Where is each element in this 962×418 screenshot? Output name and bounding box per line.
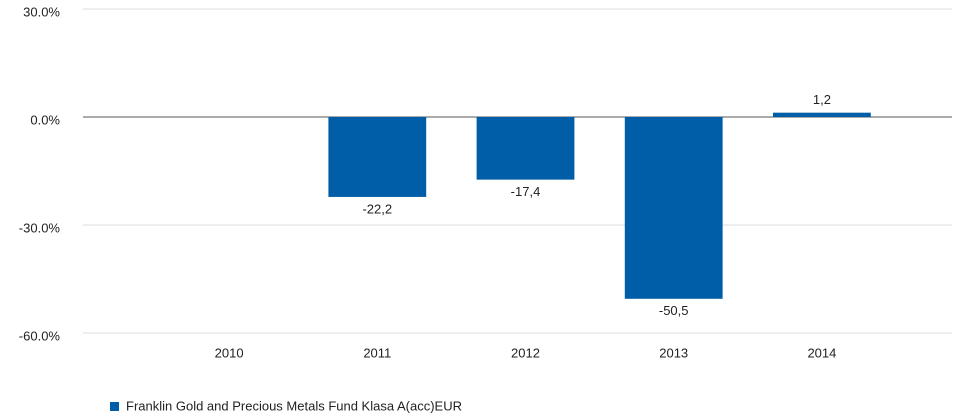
x-tick-label: 2010: [215, 345, 244, 360]
x-tick-label: 2011: [363, 345, 391, 360]
bar: [624, 117, 723, 299]
legend-label: Franklin Gold and Precious Metals Fund K…: [126, 398, 462, 413]
y-tick-label: -60.0%: [19, 328, 61, 343]
x-tick-label: 2012: [511, 345, 540, 360]
x-tick-label: 2013: [659, 345, 688, 360]
legend-swatch: [110, 402, 119, 411]
data-label: -50,5: [659, 303, 689, 318]
bar: [476, 117, 575, 180]
bar: [772, 112, 871, 117]
y-tick-label: 0.0%: [30, 112, 60, 127]
data-label: -22,2: [362, 201, 392, 216]
bar: [328, 117, 427, 197]
x-tick-label: 2014: [807, 345, 836, 360]
data-label: -17,4: [511, 184, 541, 199]
y-tick-label: 30.0%: [23, 4, 60, 19]
data-label: 1,2: [813, 92, 831, 107]
y-tick-label: -30.0%: [19, 220, 61, 235]
